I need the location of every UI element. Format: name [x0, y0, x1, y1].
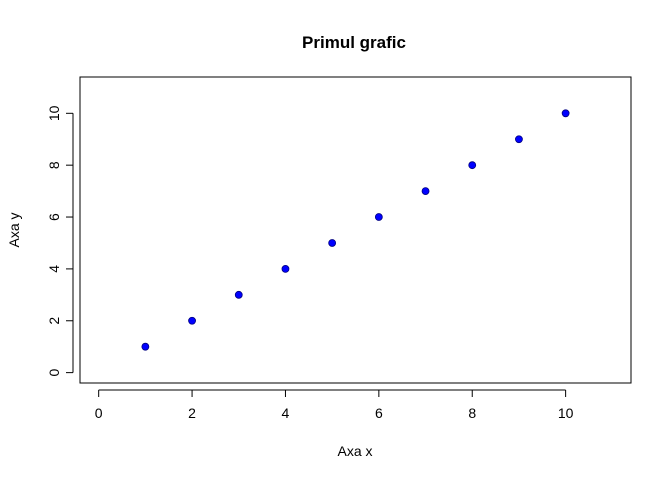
data-points: [141, 109, 570, 351]
x-tick-label: 4: [282, 405, 290, 421]
x-axis-label: Axa x: [337, 443, 372, 459]
x-axis: 0 2 4 6 8 10: [95, 389, 574, 421]
data-point: [328, 239, 337, 247]
data-point: [188, 316, 196, 325]
y-axis-label: Axa y: [6, 212, 22, 247]
x-tick-label: 0: [95, 405, 103, 421]
data-point: [281, 264, 290, 273]
data-point: [561, 109, 570, 118]
chart-title: Primul grafic: [302, 33, 406, 52]
y-axis: 0 2 4 6 8 10: [46, 105, 74, 377]
x-tick-label: 2: [188, 405, 196, 421]
y-tick-label: 8: [46, 161, 62, 169]
y-tick-label: 2: [46, 317, 62, 325]
data-point: [468, 161, 477, 170]
data-point: [374, 213, 383, 221]
y-tick-label: 0: [46, 369, 62, 377]
data-point: [515, 135, 523, 144]
data-point: [421, 187, 430, 196]
data-point: [141, 342, 150, 351]
y-tick-label: 4: [46, 265, 62, 273]
y-tick-label: 6: [46, 213, 62, 221]
y-tick-label: 10: [46, 105, 62, 121]
x-tick-label: 10: [558, 405, 574, 421]
x-tick-label: 8: [468, 405, 476, 421]
plot-area-border: [79, 76, 632, 384]
data-point: [234, 290, 243, 299]
x-tick-label: 6: [375, 405, 383, 421]
